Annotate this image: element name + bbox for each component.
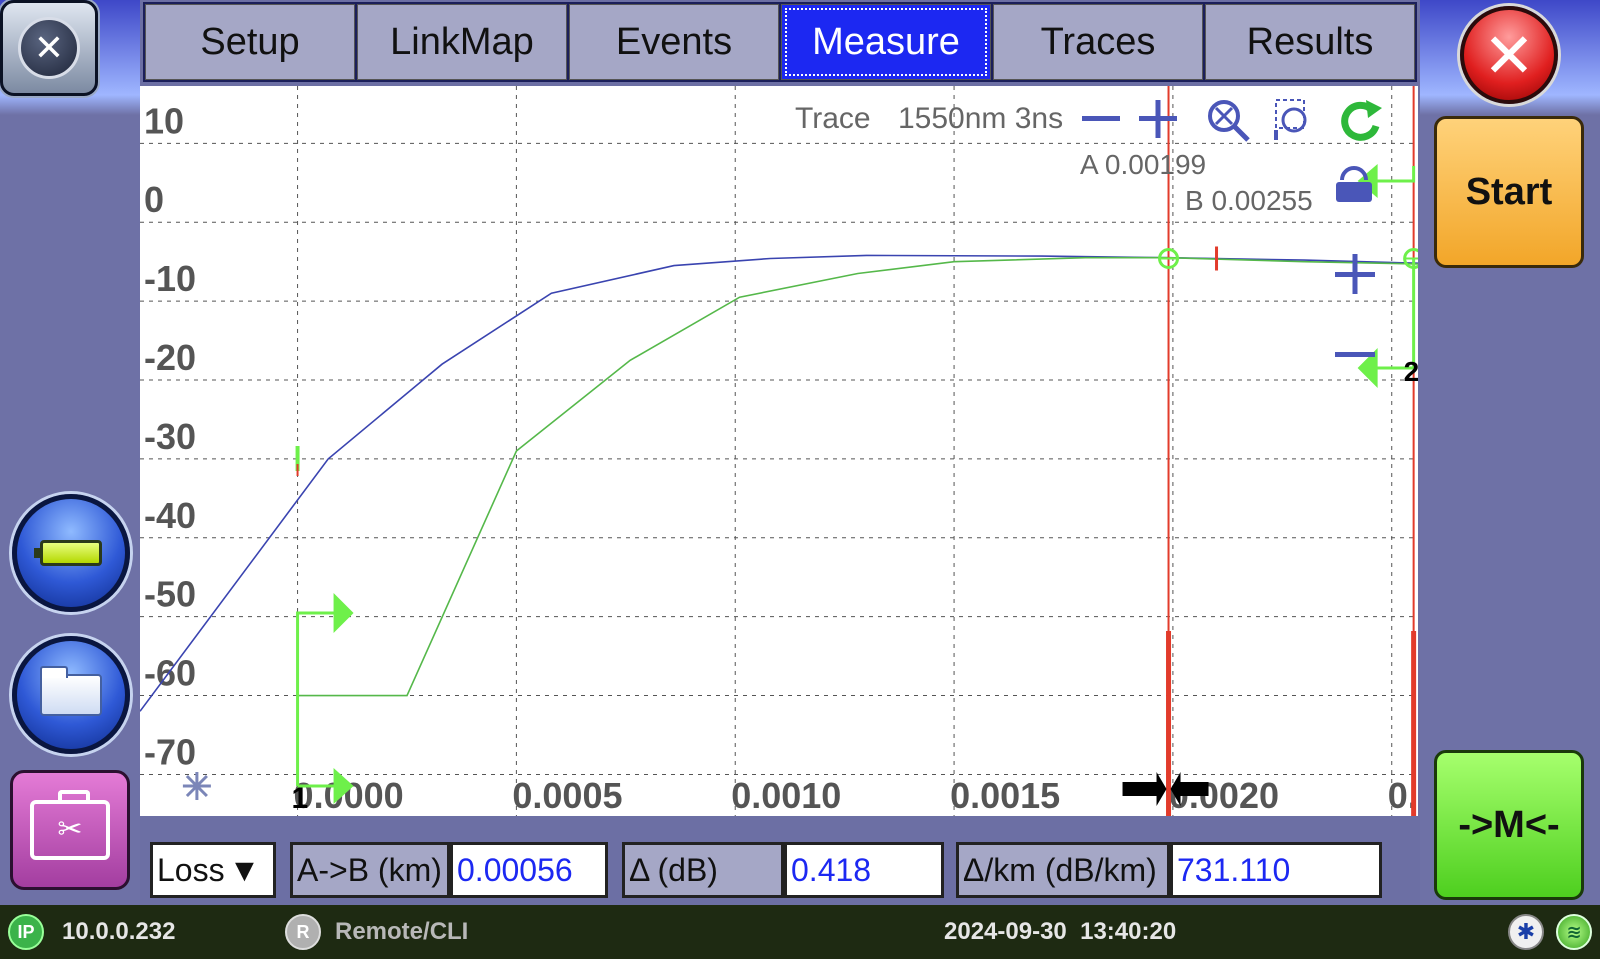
x-tick-label: 0.0015	[950, 775, 1060, 816]
ip-badge-icon: IP	[8, 914, 44, 950]
ip-address: 10.0.0.232	[62, 918, 176, 945]
status-bar: IP 10.0.0.232 R Remote/CLI 2024-09-30 13…	[0, 905, 1600, 959]
bluetooth-icon: ✱	[1508, 905, 1544, 959]
zoom-out-vertical-icon[interactable]	[1335, 352, 1375, 357]
y-tick-label: -30	[144, 416, 196, 457]
delta-db-label: Δ (dB)	[622, 842, 784, 898]
cursor-1-arrow-icon	[333, 593, 354, 633]
cursor-1-bottom-arrow-icon	[333, 768, 354, 804]
ip-status: IP 10.0.0.232	[8, 905, 175, 959]
tab-linkmap[interactable]: LinkMap	[357, 4, 567, 80]
toolbox-icon: ✂	[30, 790, 110, 860]
tools-button[interactable]: ✕	[0, 0, 98, 96]
cursor-2-label: 2	[1404, 356, 1418, 387]
y-tick-label: -10	[144, 258, 196, 299]
x-tick-label: 0.0005	[512, 775, 622, 816]
cursor-2-flag[interactable]	[1373, 258, 1416, 370]
cursor-b-readout: B 0.00255	[1185, 185, 1313, 216]
toolbox-button[interactable]: ✂	[10, 770, 130, 890]
delta-db-value: 0.418	[784, 842, 944, 898]
cursor-2-top-flag	[1373, 166, 1416, 183]
refresh-icon[interactable]	[1341, 100, 1382, 141]
grid	[140, 86, 1418, 816]
trace-line-1	[139, 254, 1419, 712]
y-tick-label: -60	[144, 653, 196, 694]
measure-mode-value: Loss	[157, 851, 225, 888]
cursor-layer[interactable]: 21	[182, 86, 1425, 816]
zoom-icon[interactable]	[1208, 100, 1250, 142]
move-left-arrow-icon[interactable]	[1170, 772, 1209, 806]
ab-distance-value: 0.00056	[450, 842, 608, 898]
y-tick-label: -20	[144, 337, 196, 378]
battery-icon	[34, 540, 102, 566]
cursor-2-top-arrow-icon	[1357, 164, 1378, 198]
remote-badge-icon: R	[285, 914, 321, 950]
zoom-in-horizontal-icon[interactable]	[1139, 100, 1177, 138]
y-tick-label: -50	[144, 574, 196, 615]
wrench-screwdriver-icon: ✕	[18, 17, 80, 79]
y-tick-label: -70	[144, 731, 196, 772]
cursor-2-arrow-icon	[1357, 348, 1378, 388]
trace-series	[139, 254, 1419, 712]
tab-traces[interactable]: Traces	[993, 4, 1203, 80]
battery-button[interactable]	[12, 494, 130, 612]
close-button[interactable]: ✕	[1460, 6, 1558, 104]
delta-per-km-label: Δ/km (dB/km)	[956, 842, 1170, 898]
tab-measure[interactable]: Measure	[781, 4, 991, 80]
zoom-area-icon[interactable]	[1274, 99, 1307, 140]
ab-distance-label: A->B (km)	[290, 842, 450, 898]
cursor-1-flag[interactable]	[296, 611, 336, 786]
measurement-bar: Loss ▼ A->B (km) 0.00056 Δ (dB) 0.418 Δ/…	[140, 836, 1418, 904]
y-tick-label: 0	[144, 179, 164, 220]
tab-results[interactable]: Results	[1205, 4, 1415, 80]
files-button[interactable]	[12, 636, 130, 754]
trace-label: Trace	[795, 102, 871, 135]
y-tick-label: 10	[144, 100, 184, 141]
close-icon: ✕	[1483, 21, 1535, 91]
start-button[interactable]: Start	[1434, 116, 1584, 268]
lock-icon[interactable]	[1336, 166, 1372, 202]
marker-center-button[interactable]: ->M<-	[1434, 750, 1584, 900]
trace-plot[interactable]: 10 0 -10 -20 -30 -40 -50 -60 -70 0.0000 0.0005 0.0…	[139, 86, 1478, 816]
remote-label: Remote/CLI	[335, 918, 469, 945]
zoom-in-vertical-icon[interactable]	[1335, 254, 1375, 294]
x-tick-label: 0.0000	[294, 775, 404, 816]
wifi-icon: ≋	[1556, 905, 1592, 959]
tab-setup[interactable]: Setup	[145, 4, 355, 80]
cursor-1-label: 1	[292, 782, 309, 815]
trace-line-2	[297, 256, 1419, 697]
trace-value: 1550nm 3ns	[898, 102, 1063, 135]
tab-events[interactable]: Events	[569, 4, 779, 80]
tab-bar: Setup LinkMap Events Measure Traces Resu…	[143, 2, 1417, 82]
otdr-trace-chart[interactable]: 10 0 -10 -20 -30 -40 -50 -60 -70 0.0000 0.0005 0.0…	[139, 86, 1478, 816]
y-axis-ticks: 10 0 -10 -20 -30 -40 -50 -60 -70	[144, 100, 196, 772]
y-tick-label: -40	[144, 495, 196, 536]
delta-per-km-value: 731.110	[1170, 842, 1382, 898]
dropdown-arrow-icon: ▼	[228, 851, 261, 888]
datetime: 2024-09-30 13:40:20	[944, 918, 1177, 945]
origin-star-icon	[182, 772, 211, 800]
measure-mode-select[interactable]: Loss ▼	[150, 842, 276, 898]
cursor-a-readout: A 0.00199	[1080, 149, 1206, 180]
remote-status[interactable]: R Remote/CLI	[285, 905, 468, 959]
left-rail: ✕ ✂	[0, 0, 140, 905]
move-right-arrow-icon[interactable]	[1122, 772, 1167, 806]
folder-icon	[40, 666, 102, 716]
zoom-out-horizontal-icon[interactable]	[1082, 116, 1120, 121]
x-tick-label: 0.0010	[731, 775, 841, 816]
